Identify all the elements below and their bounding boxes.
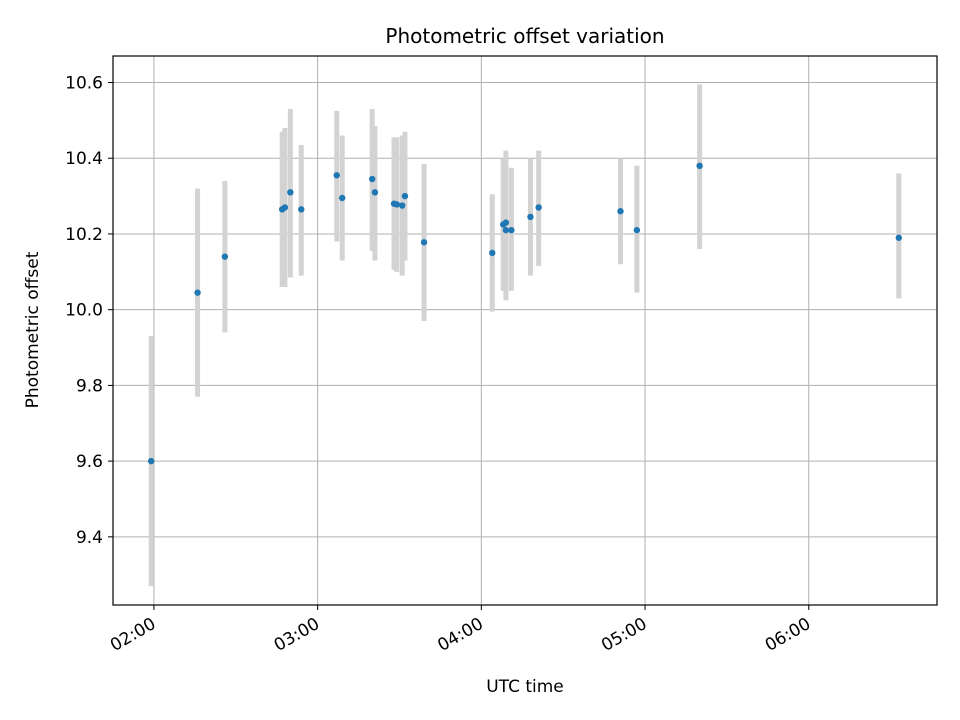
y-tick-label: 10.4 (65, 149, 103, 169)
data-point (696, 162, 703, 169)
data-point (420, 239, 428, 246)
data-point (633, 226, 641, 234)
data-point (401, 192, 409, 200)
data-point (399, 202, 406, 209)
data-point (508, 226, 515, 234)
data-point (393, 201, 400, 208)
data-point (287, 189, 294, 196)
grid-layer (113, 56, 937, 605)
data-point (502, 226, 510, 234)
data-point (369, 175, 376, 183)
y-tick-label: 9.4 (76, 528, 103, 548)
tick-layer: 9.49.69.810.010.210.410.602:00 03:00 04:00… (65, 74, 814, 656)
data-point (194, 289, 201, 296)
data-point (895, 234, 903, 241)
data-point (371, 189, 379, 196)
data-point (298, 206, 305, 213)
chart-title: Photometric offset variation (385, 24, 664, 48)
marker-layer (147, 162, 903, 465)
data-point (147, 457, 155, 465)
y-tick-label: 10.6 (65, 74, 103, 94)
data-point (281, 204, 289, 211)
y-axis-label: Photometric offset (23, 251, 43, 408)
data-point (535, 204, 542, 211)
plot-frame (112, 55, 938, 606)
x-axis-label: UTC time (486, 677, 564, 697)
data-point (221, 253, 229, 260)
y-tick-label: 10.0 (65, 301, 103, 321)
data-point (502, 219, 510, 226)
data-point (338, 194, 346, 202)
data-point (617, 208, 624, 215)
data-point (527, 213, 534, 221)
y-tick-label: 10.2 (65, 225, 103, 245)
y-tick-label: 9.6 (76, 452, 103, 472)
y-tick-label: 9.8 (76, 376, 103, 396)
data-point (489, 249, 496, 257)
data-point (333, 172, 340, 179)
